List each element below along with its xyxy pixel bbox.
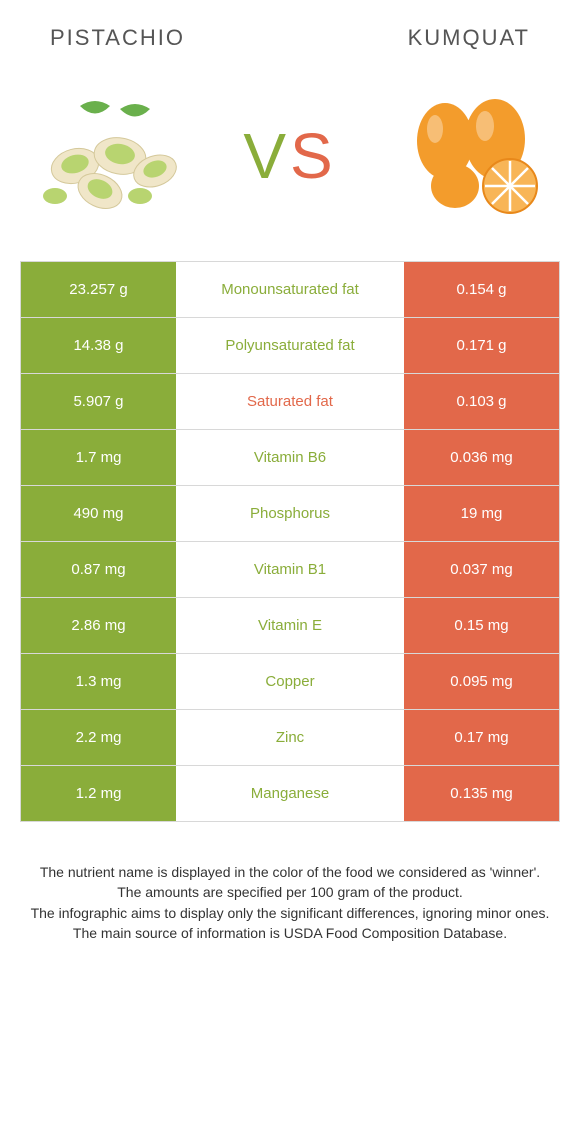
header: Pistachio Kumquat — [0, 0, 580, 61]
nutrient-label: Monounsaturated fat — [176, 262, 404, 317]
table-row: 2.86 mgVitamin E0.15 mg — [21, 598, 559, 654]
left-value: 5.907 g — [21, 374, 176, 429]
table-row: 2.2 mgZinc0.17 mg — [21, 710, 559, 766]
right-value: 0.15 mg — [404, 598, 559, 653]
right-value: 0.036 mg — [404, 430, 559, 485]
right-value: 0.17 mg — [404, 710, 559, 765]
left-value: 2.86 mg — [21, 598, 176, 653]
left-value: 2.2 mg — [21, 710, 176, 765]
left-value: 1.7 mg — [21, 430, 176, 485]
vs-v: V — [243, 120, 290, 192]
kumquat-image — [385, 91, 555, 221]
left-value: 14.38 g — [21, 318, 176, 373]
pistachio-icon — [25, 91, 195, 221]
right-value: 19 mg — [404, 486, 559, 541]
right-food-title: Kumquat — [408, 25, 530, 51]
left-value: 23.257 g — [21, 262, 176, 317]
nutrient-label: Saturated fat — [176, 374, 404, 429]
table-row: 5.907 gSaturated fat0.103 g — [21, 374, 559, 430]
footer-line-4: The main source of information is USDA F… — [28, 923, 552, 943]
left-value: 0.87 mg — [21, 542, 176, 597]
vs-row: VS — [0, 61, 580, 261]
right-value: 0.135 mg — [404, 766, 559, 821]
footer-line-1: The nutrient name is displayed in the co… — [28, 862, 552, 882]
pistachio-image — [25, 91, 195, 221]
nutrient-label: Polyunsaturated fat — [176, 318, 404, 373]
nutrient-label: Copper — [176, 654, 404, 709]
table-row: 1.7 mgVitamin B60.036 mg — [21, 430, 559, 486]
right-value: 0.103 g — [404, 374, 559, 429]
right-value: 0.171 g — [404, 318, 559, 373]
nutrient-label: Vitamin B1 — [176, 542, 404, 597]
right-value: 0.095 mg — [404, 654, 559, 709]
vs-s: S — [290, 120, 337, 192]
kumquat-icon — [385, 91, 555, 221]
right-value: 0.154 g — [404, 262, 559, 317]
nutrient-label: Vitamin E — [176, 598, 404, 653]
nutrient-label: Vitamin B6 — [176, 430, 404, 485]
nutrient-label: Zinc — [176, 710, 404, 765]
table-row: 490 mgPhosphorus19 mg — [21, 486, 559, 542]
left-value: 1.3 mg — [21, 654, 176, 709]
left-value: 1.2 mg — [21, 766, 176, 821]
nutrient-label: Phosphorus — [176, 486, 404, 541]
footer-line-3: The infographic aims to display only the… — [28, 903, 552, 923]
table-row: 1.2 mgManganese0.135 mg — [21, 766, 559, 822]
footer-notes: The nutrient name is displayed in the co… — [28, 862, 552, 943]
right-value: 0.037 mg — [404, 542, 559, 597]
footer-line-2: The amounts are specified per 100 gram o… — [28, 882, 552, 902]
table-row: 0.87 mgVitamin B10.037 mg — [21, 542, 559, 598]
table-row: 1.3 mgCopper0.095 mg — [21, 654, 559, 710]
left-food-title: Pistachio — [50, 25, 185, 51]
nutrient-label: Manganese — [176, 766, 404, 821]
table-row: 14.38 gPolyunsaturated fat0.171 g — [21, 318, 559, 374]
nutrient-table: 23.257 gMonounsaturated fat0.154 g14.38 … — [20, 261, 560, 822]
left-value: 490 mg — [21, 486, 176, 541]
vs-label: VS — [243, 119, 336, 193]
table-row: 23.257 gMonounsaturated fat0.154 g — [21, 262, 559, 318]
